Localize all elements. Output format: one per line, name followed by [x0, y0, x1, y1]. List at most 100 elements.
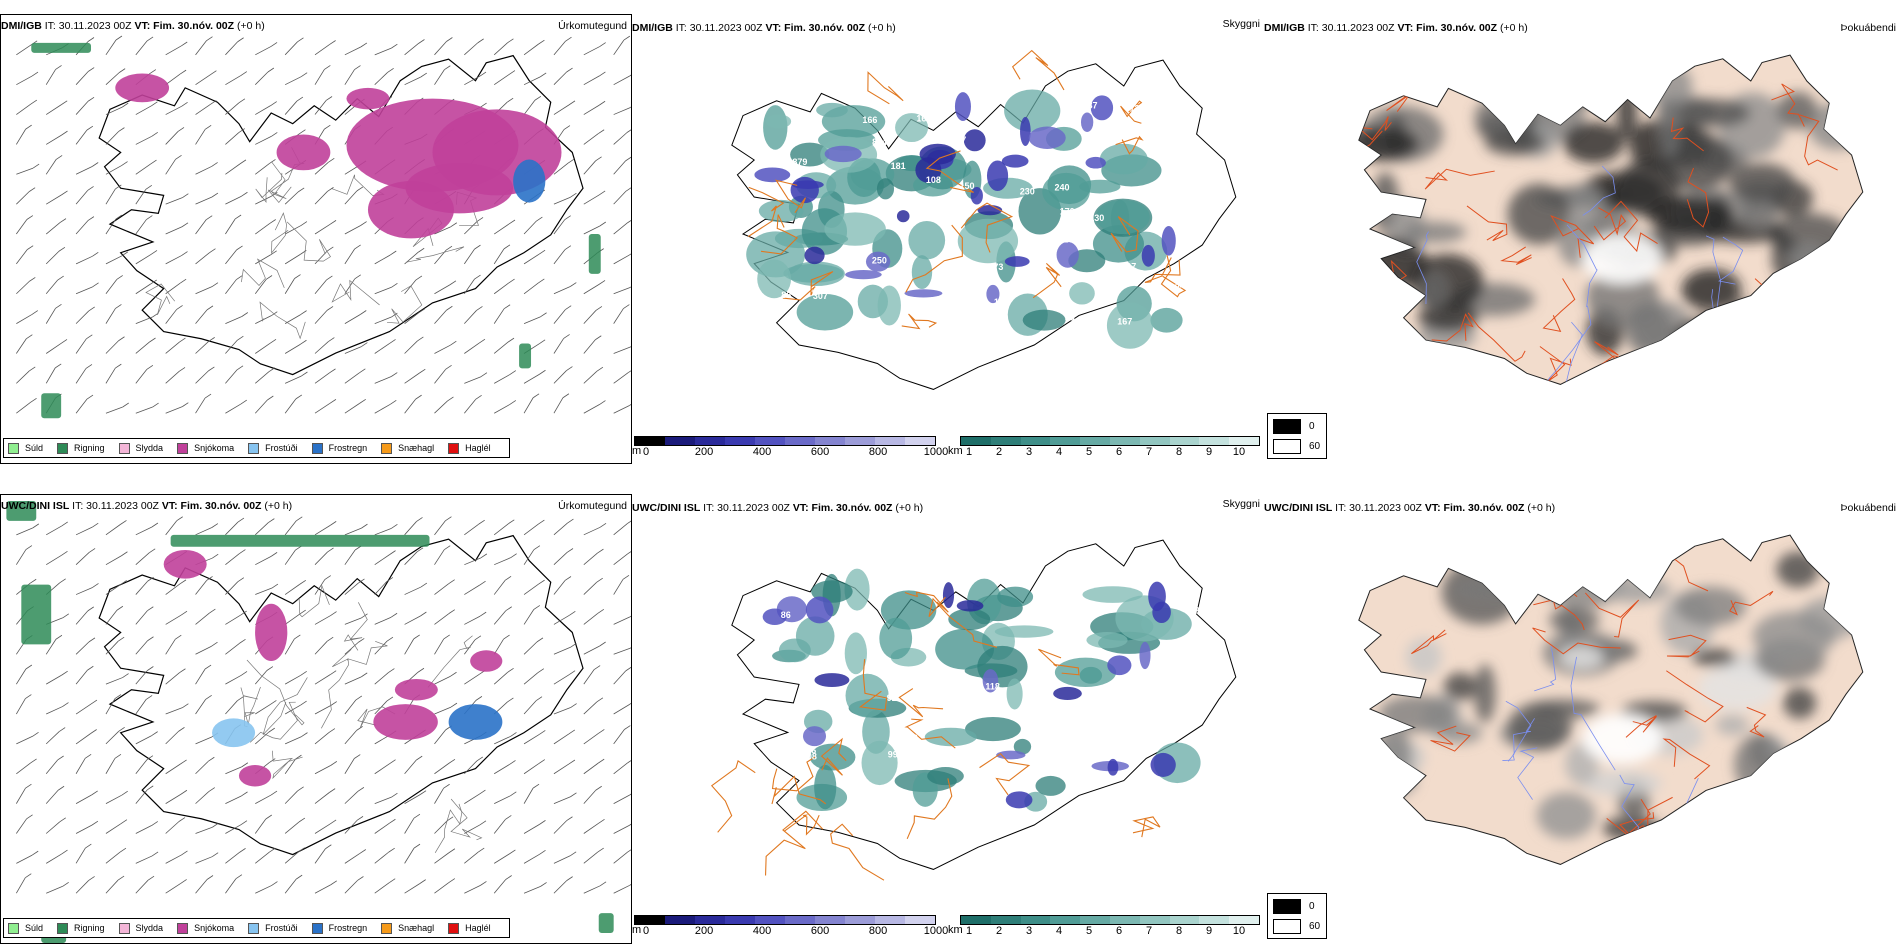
visibility-value-label: 133	[1113, 132, 1128, 142]
colorbar-tick: 6	[1115, 925, 1123, 937]
fog-legend-label: 0	[1309, 421, 1315, 432]
visibility-value-label: 103	[994, 297, 1009, 307]
legend-item-2: Slydda	[118, 922, 163, 934]
colorbar-tick: 400	[752, 446, 772, 458]
model-name: UWC/DINI ISL	[1, 500, 70, 512]
visibility-value-label: 87	[1087, 100, 1097, 110]
legend-swatch	[381, 442, 393, 454]
lead-time: (+0 h)	[264, 500, 293, 512]
legend-item-0: Súld	[8, 442, 44, 454]
colorbar-tick: 7	[1145, 925, 1153, 937]
visibility-value-label: 109	[1150, 726, 1165, 736]
visibility-value-label: 119	[1103, 290, 1118, 300]
valid-time: VT: Fim. 30.nóv. 00Z	[1424, 502, 1525, 514]
visibility-value-label: 150	[959, 181, 974, 191]
precip-type-panel-uwc: UWC/DINI ISL IT: 30.11.2023 00Z VT: Fim.…	[0, 494, 632, 944]
visibility-value-label: 92	[887, 693, 897, 703]
valid-time: VT: Fim. 30.nóv. 00Z	[1397, 22, 1498, 34]
init-time: IT: 30.11.2023 00Z	[72, 500, 159, 512]
legend-item-0: Súld	[8, 922, 44, 934]
valid-time: VT: Fim. 30.nóv. 00Z	[765, 22, 866, 34]
visibility-value-label: 130	[1089, 213, 1104, 223]
fog-index-map-dmi	[1358, 54, 1864, 385]
colorbar-tick: 2	[995, 925, 1003, 937]
legend-label: Súld	[25, 923, 44, 933]
visibility-value-label: 879	[792, 157, 807, 167]
colorbar-tick: 5	[1085, 925, 1093, 937]
field-name: Skyggni	[1222, 18, 1260, 30]
legend-item-4: Frostúði	[248, 442, 298, 454]
legend-label: Rigning	[74, 443, 105, 453]
visibility-value-label: 95	[1065, 313, 1075, 323]
legend-swatch	[8, 442, 19, 454]
precip-type-map-uwc	[6, 500, 631, 943]
visibility-value-label: 163	[916, 113, 931, 123]
visibility-value-label: 167	[1117, 317, 1132, 327]
init-time: IT: 30.11.2023 00Z	[1335, 502, 1422, 514]
colorbar-unit: km	[948, 445, 963, 457]
fog-legend-swatch	[1273, 419, 1301, 434]
visibility-value-label: 173	[988, 262, 1003, 272]
colorbar-tick: 800	[868, 925, 888, 937]
legend-item-1: Rigning	[57, 922, 105, 934]
init-time: IT: 30.11.2023 00Z	[703, 502, 790, 514]
colorbar-tick: 1000	[923, 446, 949, 458]
lead-time: (+0 h)	[1500, 22, 1528, 34]
visibility-value-label: 181	[891, 161, 906, 171]
visibility-value-label: 103	[1072, 780, 1087, 790]
visibility-m-colorbar: m 0 200 400 600 800 1000	[632, 915, 948, 937]
fog-index-legend: 0 60	[1267, 413, 1327, 459]
legend-item-6: Snæhagl	[381, 922, 434, 934]
visibility-value-label: 156	[801, 745, 816, 755]
colorbar-tick: 4	[1055, 446, 1063, 458]
legend-label: Súld	[25, 443, 44, 453]
colorbar-swatches	[634, 915, 936, 925]
visibility-value-label: 412	[812, 286, 827, 296]
visibility-km-colorbar: km 1 2 3 4 5 6 7 8 9 10	[948, 436, 1260, 458]
legend-swatch	[311, 442, 323, 454]
precip-type-map-dmi	[15, 35, 631, 419]
legend-label: Frostúði	[265, 923, 298, 933]
fog-legend-label: 60	[1309, 441, 1321, 452]
visibility-value-label: 153	[1063, 235, 1078, 245]
visibility-km-colorbar: km 1 2 3 4 5 6 7 8 9 10	[948, 915, 1260, 937]
model-name: UWC/DINI ISL	[632, 502, 701, 514]
visibility-value-label: 74	[873, 793, 883, 803]
colorbar-swatches	[960, 915, 1260, 925]
visibility-value-label: 166	[862, 115, 877, 125]
legend-swatch	[8, 922, 19, 934]
legend-label: Frostúði	[265, 443, 298, 453]
colorbar-unit: m	[632, 924, 642, 936]
colorbar-tick: 8	[1175, 925, 1183, 937]
lead-time: (+0 h)	[868, 22, 896, 34]
fog-legend-light: 60	[1273, 919, 1320, 934]
colorbar-tick: 2	[995, 446, 1003, 458]
visibility-value-label: 47	[973, 692, 983, 702]
legend-label: Snæhagl	[398, 443, 435, 453]
legend-item-6: Snæhagl	[381, 442, 435, 454]
field-name: Þokuábendi	[1840, 502, 1896, 514]
model-name: DMI/IGB	[1264, 22, 1305, 34]
precip-legend: Súld Rigning Slydda Snjókoma Frostúði Frostre…	[3, 918, 510, 938]
colorbar-tick: 8	[1175, 446, 1183, 458]
colorbar-tick: 3	[1025, 925, 1033, 937]
visibility-value-label: 250	[872, 255, 887, 265]
visibility-value-label: 86	[781, 290, 791, 300]
visibility-value-label: 99	[888, 750, 898, 760]
visibility-value-label: 118	[985, 682, 1000, 692]
colorbar-tick: 200	[694, 446, 714, 458]
colorbar-tick: 0	[643, 446, 650, 458]
valid-time: VT: Fim. 30.nóv. 00Z	[134, 20, 235, 32]
visibility-value-label: 170	[1060, 207, 1075, 217]
visibility-value-label: 230	[1020, 187, 1035, 197]
colorbar-unit: m	[632, 445, 642, 457]
legend-item-7: Haglél	[448, 442, 491, 454]
legend-label: Snjókoma	[194, 443, 235, 453]
init-time: IT: 30.11.2023 00Z	[44, 20, 132, 32]
legend-item-4: Frostúði	[248, 922, 298, 934]
visibility-panel-uwc: 156 74 92 108 99 103 118 94 47 121 279 109 86 128 188 …	[632, 494, 1264, 944]
visibility-panel-dmi: 150 95 82 86 87 103 108 170 130 133 107 117 153 180 17…	[632, 14, 1264, 464]
fog-legend-swatch	[1273, 899, 1301, 914]
legend-item-3: Snjókoma	[177, 922, 234, 934]
legend-swatch	[57, 442, 69, 454]
